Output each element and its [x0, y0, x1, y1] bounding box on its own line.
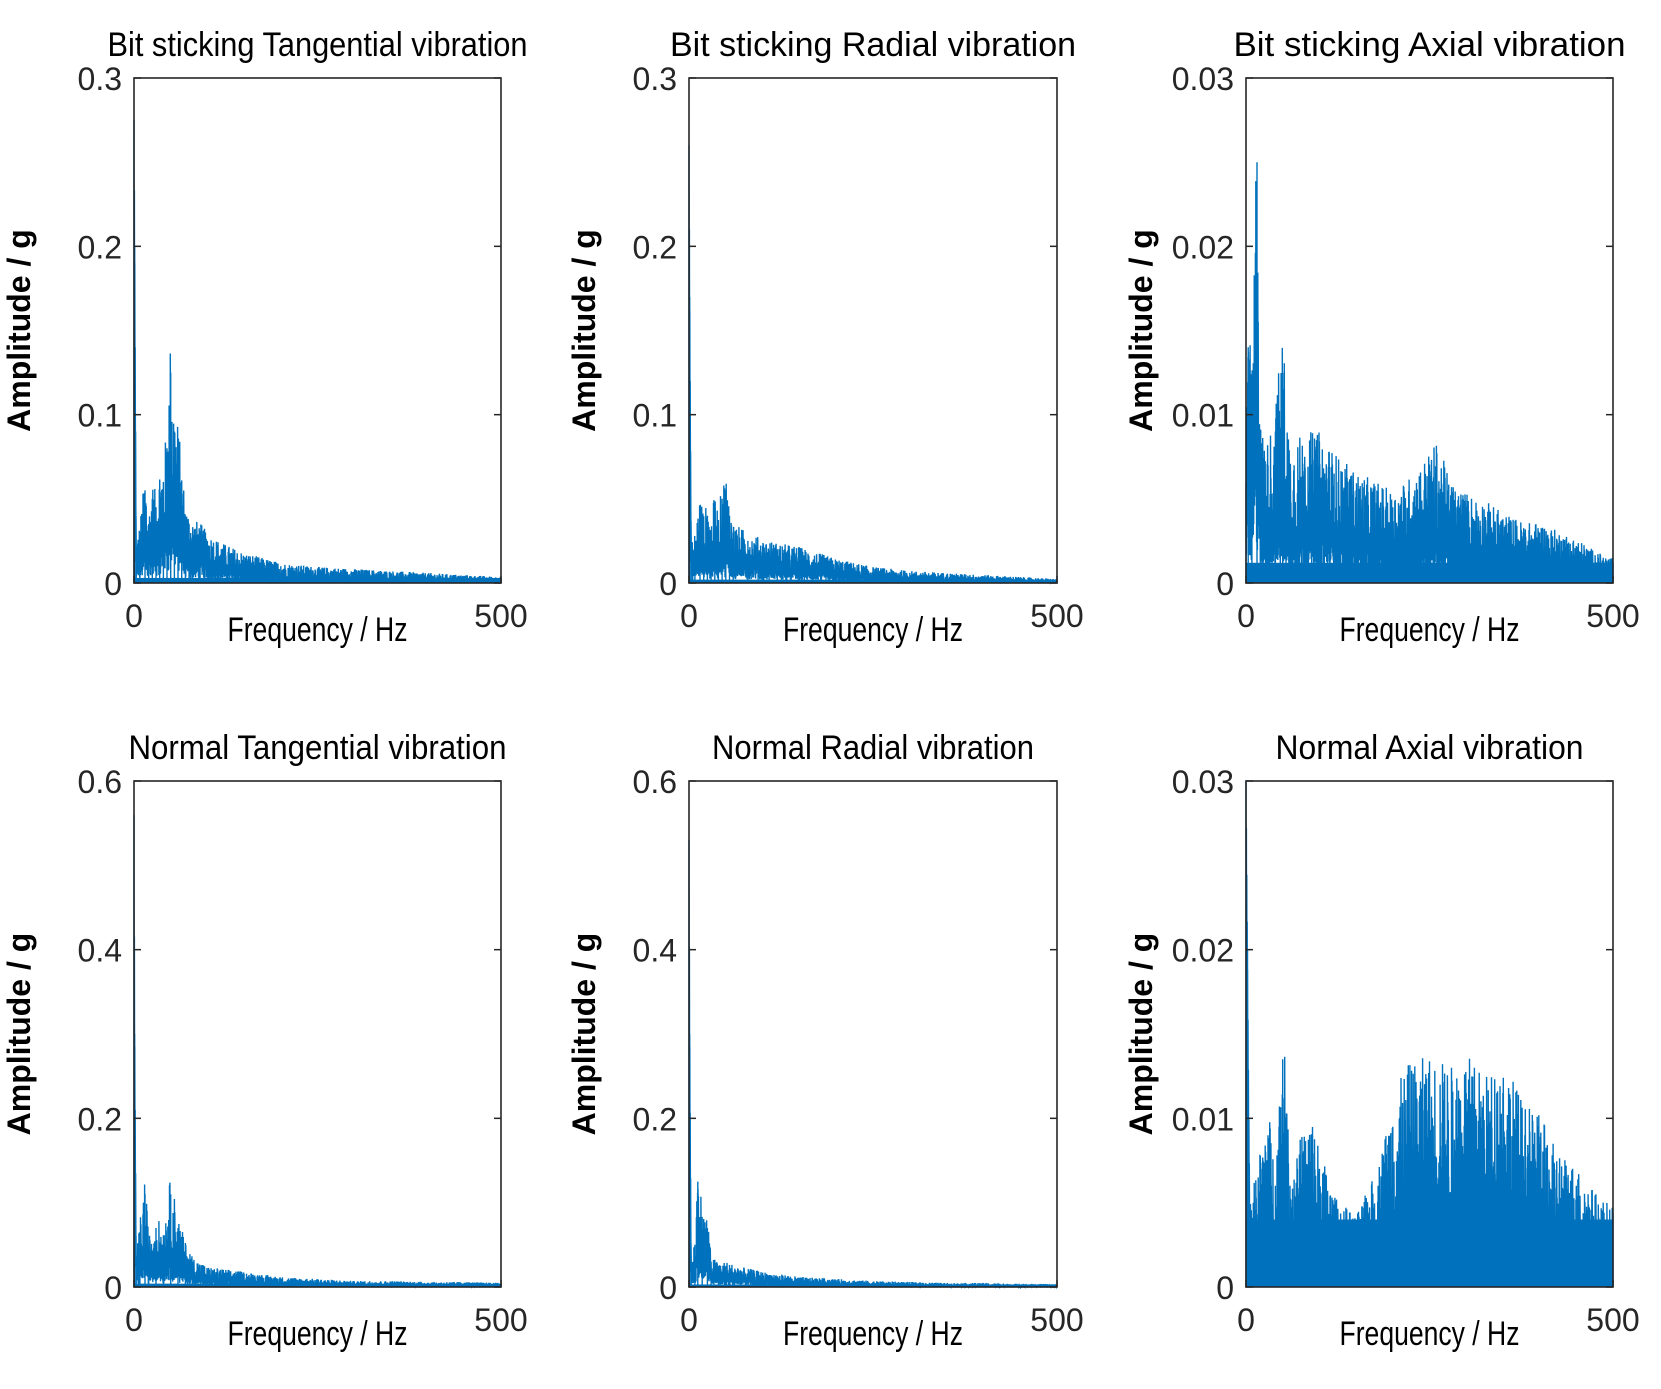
chart-panel-4: 0 0.2 0.4 0.6 0 500 Normal Tangential vibratio…: [1, 729, 528, 1353]
y-tick-label: 0.4: [633, 933, 677, 969]
x-tick-label: 500: [474, 1302, 527, 1338]
y-tick-label: 0.01: [1172, 398, 1234, 434]
spectrum-baseline-fill: [689, 579, 1057, 583]
x-tick-label: 500: [474, 598, 527, 634]
spectrum-baseline-fill: [689, 1284, 1057, 1287]
chart-panel-1: 0 0.1 0.2 0.3 0 500 Bit sticking Tangential vi…: [1, 26, 528, 649]
y-tick-label: 0.03: [1172, 61, 1234, 97]
chart-title: Bit sticking Tangential vibration: [108, 26, 528, 64]
axes-box: [1245, 77, 1614, 584]
y-tick-label: 0.02: [1172, 933, 1234, 969]
chart-title: Normal Axial vibration: [1276, 729, 1584, 767]
x-tick-label: 500: [1030, 1302, 1083, 1338]
axes-box: [688, 77, 1058, 584]
chart-panel-2: 0 0.1 0.2 0.3 0 500 Bit sticking Radial vibrat…: [566, 26, 1084, 649]
y-tick-label: 0: [104, 566, 122, 602]
x-tick-label: 0: [1237, 1302, 1255, 1338]
y-tick-label: 0.2: [78, 229, 122, 265]
axes-box: [1245, 780, 1614, 1288]
y-axis-label: Amplitude / g: [1123, 933, 1159, 1136]
x-axis-label: Frequency / Hz: [783, 611, 963, 649]
y-tick-label: 0.4: [78, 933, 122, 969]
spectrum-series: [133, 814, 502, 1289]
spectrum-series: [688, 145, 1058, 585]
y-tick-label: 0.01: [1172, 1101, 1234, 1137]
x-tick-label: 0: [125, 1302, 143, 1338]
axes-box: [688, 780, 1058, 1288]
chart-title: Normal Radial vibration: [712, 729, 1034, 767]
chart-panel-6: 0 0.01 0.02 0.03 0 500 Normal Axial vibration F…: [1123, 729, 1640, 1353]
x-tick-label: 0: [680, 1302, 698, 1338]
x-tick-label: 0: [125, 598, 143, 634]
spectrum-series: [133, 120, 502, 585]
y-tick-label: 0.3: [633, 61, 677, 97]
y-tick-label: 0: [104, 1270, 122, 1306]
spectrum-series: [1245, 162, 1614, 583]
chart-panel-5: 0 0.2 0.4 0.6 0 500 Normal Radial vibration Fre…: [566, 729, 1084, 1353]
y-axis-label: Amplitude / g: [1123, 229, 1159, 432]
x-axis-label: Frequency / Hz: [228, 1315, 408, 1353]
y-tick-label: 0.6: [78, 764, 122, 800]
spectrum-baseline-fill: [1246, 562, 1613, 583]
y-axis-label: Amplitude / g: [1, 229, 37, 432]
y-tick-label: 0.1: [633, 398, 677, 434]
x-axis-label: Frequency / Hz: [228, 611, 408, 649]
y-tick-label: 0: [1216, 566, 1234, 602]
y-axis-label: Amplitude / g: [566, 933, 602, 1136]
chart-title: Bit sticking Radial vibration: [670, 26, 1076, 64]
chart-title: Normal Tangential vibration: [129, 729, 507, 767]
y-tick-label: 0.2: [78, 1101, 122, 1137]
y-tick-label: 0: [659, 1270, 677, 1306]
y-tick-label: 0.3: [78, 61, 122, 97]
y-tick-label: 0.1: [78, 398, 122, 434]
y-axis-label: Amplitude / g: [566, 229, 602, 432]
spectrum-baseline-fill: [134, 577, 501, 583]
chart-title: Bit sticking Axial vibration: [1234, 26, 1626, 64]
y-tick-label: 0.02: [1172, 229, 1234, 265]
spectrum-series: [688, 839, 1058, 1290]
y-tick-label: 0.6: [633, 764, 677, 800]
x-tick-label: 0: [1237, 598, 1255, 634]
axes-box: [133, 77, 502, 584]
spectrum-baseline-fill: [1246, 1219, 1613, 1287]
x-tick-label: 500: [1586, 598, 1639, 634]
x-tick-label: 500: [1030, 598, 1083, 634]
x-axis-label: Frequency / Hz: [783, 1315, 963, 1353]
y-tick-label: 0: [1216, 1270, 1234, 1306]
spectrum-baseline-fill: [134, 1283, 501, 1287]
x-tick-label: 0: [680, 598, 698, 634]
x-axis-label: Frequency / Hz: [1340, 611, 1520, 649]
y-tick-label: 0.2: [633, 1101, 677, 1137]
chart-panel-3: 0 0.01 0.02 0.03 0 500 Bit sticking Axial vibr…: [1123, 26, 1640, 649]
y-tick-label: 0.03: [1172, 764, 1234, 800]
axes-box: [133, 780, 502, 1288]
x-tick-label: 500: [1586, 1302, 1639, 1338]
y-tick-label: 0.2: [633, 229, 677, 265]
y-axis-label: Amplitude / g: [1, 933, 37, 1136]
spectrum-series: [1245, 780, 1614, 1287]
y-tick-label: 0: [659, 566, 677, 602]
x-axis-label: Frequency / Hz: [1340, 1315, 1520, 1353]
